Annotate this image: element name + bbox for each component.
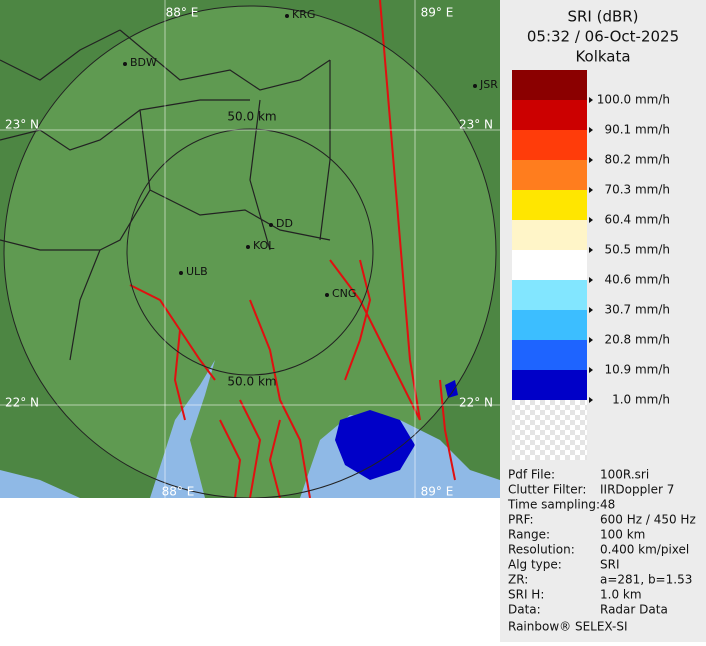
info-value: IIRDoppler 7 (600, 483, 674, 497)
legend-swatch (512, 70, 587, 100)
legend-swatch (512, 100, 587, 130)
info-key: Clutter Filter: (508, 483, 586, 497)
city-marker (285, 14, 289, 18)
legend-swatch (512, 130, 587, 160)
grid-label: 88° E (162, 485, 195, 499)
rivers (129, 0, 456, 498)
city-label: JSR (479, 78, 498, 91)
info-value: 100 km (600, 528, 645, 542)
info-value: 600 Hz / 450 Hz (600, 513, 696, 527)
map: 88° E 89° E 23° N 23° N 22° N 22° N 88° E 89° E… (0, 0, 500, 499)
info-key: Time sampling: (507, 498, 600, 512)
radar-coverage (4, 6, 496, 498)
range-ring (126, 128, 374, 376)
grid-label: 23° N (459, 118, 493, 132)
header-station: Kolkata (575, 48, 630, 66)
legend-label: 80.2 mm/h (604, 153, 670, 167)
info-value: SRI (600, 558, 620, 572)
grid-label: 22° N (5, 396, 39, 410)
legend-label: 40.6 mm/h (604, 273, 670, 287)
legend-label: 20.8 mm/h (604, 333, 670, 347)
info-key: Resolution: (508, 543, 575, 557)
legend-tick (589, 277, 593, 283)
map-labels: 88° E 89° E 23° N 23° N 22° N 22° N 88° E 89° E… (5, 6, 498, 499)
city-label: KRG (292, 8, 315, 21)
legend-swatch (512, 190, 587, 220)
legend-swatch (512, 400, 587, 460)
legend-label: 70.3 mm/h (604, 183, 670, 197)
info-key: Data: (508, 603, 541, 617)
range-ring (3, 5, 497, 498)
grid-label: 89° E (421, 6, 454, 20)
legend-tick (589, 367, 593, 373)
grid-label: 88° E (166, 6, 199, 20)
legend-tick (589, 97, 593, 103)
header-time: 05:32 / 06-Oct-2025 (527, 28, 679, 46)
city-marker (246, 245, 250, 249)
legend-swatch (512, 280, 587, 310)
legend-label: 50.5 mm/h (604, 243, 670, 257)
legend-swatch (512, 310, 587, 340)
city-label: KOL (253, 239, 275, 252)
ring-label: 50.0 km (227, 375, 276, 389)
legend-label: 100.0 mm/h (597, 93, 670, 107)
legend-tick (589, 307, 593, 313)
info-value: 100R.sri (600, 468, 649, 482)
city-label: DD (276, 217, 293, 230)
city-marker (123, 62, 127, 66)
borders (0, 29, 331, 361)
info-key: ZR: (508, 573, 528, 587)
legend-tick (589, 217, 593, 223)
legend-tick (589, 187, 593, 193)
legend-swatch (512, 220, 587, 250)
ring-label: 50.0 km (227, 110, 276, 124)
info-key: Pdf File: (508, 468, 555, 482)
legend-swatch (512, 340, 587, 370)
header-title: SRI (dBR) (567, 8, 638, 26)
legend-panel: SRI (dBR) 05:32 / 06-Oct-2025 Kolkata 100.0… (507, 8, 696, 634)
legend-tick (589, 127, 593, 133)
info-key: PRF: (508, 513, 534, 527)
info-value: 1.0 km (600, 588, 642, 602)
legend-label: 10.9 mm/h (604, 363, 670, 377)
city-label: CNG (332, 287, 356, 300)
legend-swatch (512, 250, 587, 280)
legend-label: 60.4 mm/h (604, 213, 670, 227)
legend-tick (589, 397, 593, 403)
grid-label: 23° N (5, 118, 39, 132)
city-marker (473, 84, 477, 88)
info-key: Range: (508, 528, 550, 542)
city-label: BDW (130, 56, 157, 69)
rain-echo (335, 380, 458, 480)
city-marker (269, 223, 273, 227)
city-marker (179, 271, 183, 275)
info-value: Radar Data (600, 603, 668, 617)
legend-label: 1.0 mm/h (612, 393, 670, 407)
legend-tick (589, 337, 593, 343)
legend-swatch (512, 370, 587, 400)
info-key: SRI H: (508, 588, 544, 602)
info-value: 48 (600, 498, 615, 512)
legend-swatch (512, 160, 587, 190)
city-label: ULB (186, 265, 208, 278)
info-value: a=281, b=1.53 (600, 573, 692, 587)
legend-label: 30.7 mm/h (604, 303, 670, 317)
info-key: Alg type: (508, 558, 562, 572)
info-value: 0.400 km/pixel (600, 543, 689, 557)
legend-label: 90.1 mm/h (604, 123, 670, 137)
grid-label: 89° E (421, 485, 454, 499)
legend-tick (589, 157, 593, 163)
city-marker (325, 293, 329, 297)
footer: Rainbow® SELEX-SI (508, 620, 628, 634)
grid-label: 22° N (459, 396, 493, 410)
legend-tick (589, 247, 593, 253)
